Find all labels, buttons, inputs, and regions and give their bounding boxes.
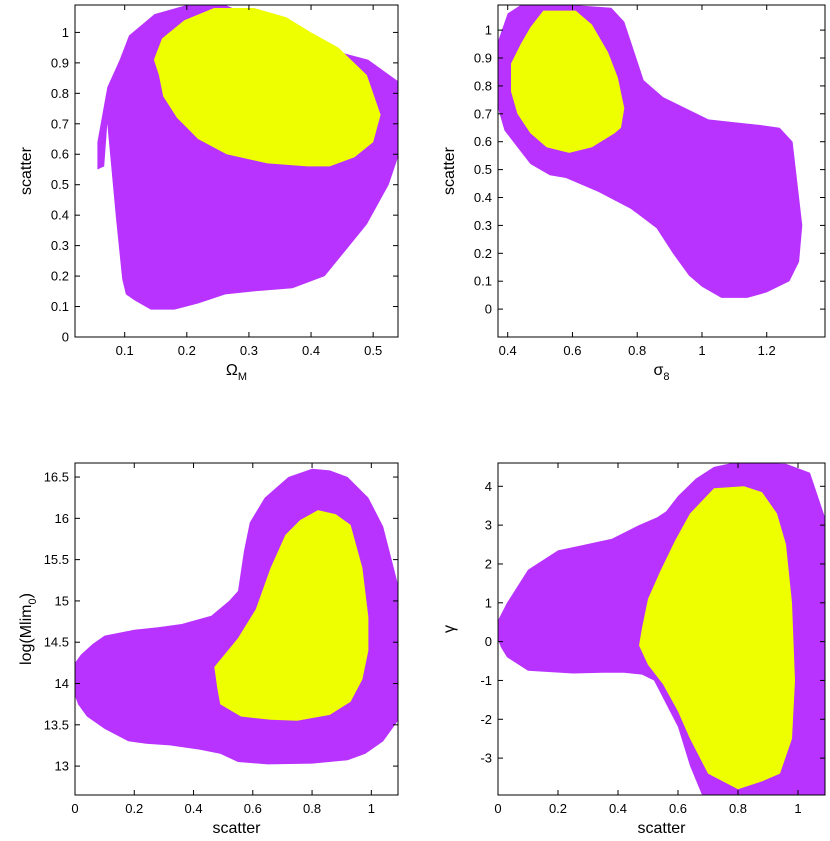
panel-1: 0.1 0.2 0.3 0.4 0.5 0 0.1 0.2 0.3 0.4 0.5 0.6 0.7 0.8… bbox=[18, 4, 399, 383]
x-tick-label: 0 bbox=[494, 801, 501, 816]
inner-contour-region bbox=[639, 486, 795, 790]
y-tick-label: 0.5 bbox=[51, 177, 69, 192]
y-tick-label: 13 bbox=[55, 759, 69, 774]
panel-4: 0 0.2 0.4 0.6 0.8 1 -3 -2 -1 0 1 2 3 4 scatter γ bbox=[441, 462, 826, 837]
y-tick-label: 14 bbox=[55, 676, 69, 691]
x-tick-label: 0.4 bbox=[302, 343, 320, 358]
panel-2: 0.4 0.6 0.8 1 1.2 0 0.1 0.2 0.3 0.4 0.5 0.6 0.7 0.8 0.… bbox=[441, 4, 826, 383]
y-tick-label: 0.5 bbox=[474, 162, 492, 177]
axes-frame bbox=[497, 462, 826, 796]
y-tick-label: 0.8 bbox=[51, 86, 69, 101]
y-tick-label: 0.3 bbox=[474, 218, 492, 233]
inner-contour-region bbox=[153, 8, 381, 167]
y-tick-label: 0.8 bbox=[474, 78, 492, 93]
y-tick-label: 0.2 bbox=[51, 269, 69, 284]
y-tick-label: 16.5 bbox=[44, 470, 69, 485]
inner-contour-region bbox=[214, 510, 369, 721]
y-tick-label: 13.5 bbox=[44, 717, 69, 732]
x-axis-label-main: σ bbox=[654, 362, 664, 379]
x-axis-label-main: Ω bbox=[226, 362, 238, 379]
x-axis-label: scatter bbox=[637, 820, 686, 837]
plot-area bbox=[498, 5, 803, 298]
x-tick-label: 1 bbox=[368, 801, 375, 816]
x-tick-label: 0 bbox=[71, 801, 78, 816]
x-tick-label: 0.8 bbox=[628, 343, 646, 358]
x-tick-label: 0.6 bbox=[563, 343, 581, 358]
x-axis-label: σ8 bbox=[654, 362, 670, 383]
x-tick-label: 0.4 bbox=[609, 801, 627, 816]
x-axis-label-main: scatter bbox=[637, 820, 686, 837]
x-tick-label: 0.4 bbox=[499, 343, 517, 358]
y-tick-label: 1 bbox=[485, 23, 492, 38]
y-tick-label: 3 bbox=[485, 518, 492, 533]
y-axis-label: γ bbox=[441, 625, 458, 633]
y-tick-label: 14.5 bbox=[44, 635, 69, 650]
y-tick-label: 4 bbox=[485, 479, 492, 494]
y-axis-label: scatter bbox=[18, 146, 35, 195]
y-tick-label: 0.1 bbox=[51, 299, 69, 314]
y-tick-label: 0.9 bbox=[474, 51, 492, 66]
x-tick-label: 0.8 bbox=[729, 801, 747, 816]
y-tick-label: 0 bbox=[485, 634, 492, 649]
x-tick-label: 1 bbox=[794, 801, 801, 816]
y-tick-label: 15 bbox=[55, 593, 69, 608]
x-tick-label: 0.4 bbox=[184, 801, 202, 816]
x-tick-label: 0.3 bbox=[240, 343, 258, 358]
plot-area bbox=[97, 5, 398, 310]
x-tick-label: 0.2 bbox=[549, 801, 567, 816]
y-tick-label: 0.4 bbox=[51, 208, 69, 223]
x-axis-label-subscript: M bbox=[238, 371, 247, 383]
plot-area bbox=[498, 463, 825, 795]
y-tick-label: 0.3 bbox=[51, 238, 69, 253]
y-axis-label-subscript: 0 bbox=[27, 598, 39, 604]
y-axis-label-tail: ) bbox=[18, 593, 35, 598]
x-tick-label: 0.6 bbox=[669, 801, 687, 816]
y-tick-label: 1 bbox=[62, 25, 69, 40]
plot-area bbox=[75, 468, 398, 765]
y-tick-label: -2 bbox=[480, 712, 492, 727]
y-tick-label: 1 bbox=[485, 595, 492, 610]
y-tick-label: 0 bbox=[62, 330, 69, 345]
x-tick-label: 1 bbox=[698, 343, 705, 358]
inner-contour-region bbox=[511, 10, 625, 153]
x-tick-label: 1.2 bbox=[758, 343, 776, 358]
y-axis-label-main: γ bbox=[441, 625, 458, 633]
y-tick-label: -3 bbox=[480, 751, 492, 766]
y-tick-label: 0.9 bbox=[51, 55, 69, 70]
y-axis-label-main: scatter bbox=[18, 146, 35, 195]
x-tick-label: 0.2 bbox=[125, 801, 143, 816]
y-axis-label: log(Mlim0) bbox=[18, 593, 39, 665]
y-tick-label: 2 bbox=[485, 556, 492, 571]
axes-frame bbox=[74, 4, 399, 338]
y-tick-label: 0.7 bbox=[474, 106, 492, 121]
x-axis-label: scatter bbox=[212, 820, 261, 837]
x-tick-label: 0.2 bbox=[178, 343, 196, 358]
x-tick-label: 0.6 bbox=[244, 801, 262, 816]
x-axis-label: ΩM bbox=[226, 362, 247, 383]
y-tick-label: 0.1 bbox=[474, 274, 492, 289]
y-tick-label: 0.6 bbox=[474, 134, 492, 149]
axes-frame bbox=[74, 462, 399, 796]
y-tick-label: 0.2 bbox=[474, 246, 492, 261]
x-tick-label: 0.8 bbox=[303, 801, 321, 816]
y-tick-label: 0.7 bbox=[51, 116, 69, 131]
y-axis-label: scatter bbox=[441, 146, 458, 195]
axes-frame bbox=[497, 4, 826, 338]
y-tick-label: 0.4 bbox=[474, 190, 492, 205]
x-tick-label: 0.1 bbox=[116, 343, 134, 358]
y-tick-label: -1 bbox=[480, 673, 492, 688]
x-axis-label-main: scatter bbox=[212, 820, 261, 837]
x-tick-label: 0.5 bbox=[364, 343, 382, 358]
y-tick-label: 0 bbox=[485, 302, 492, 317]
y-tick-label: 15.5 bbox=[44, 552, 69, 567]
x-axis-label-subscript: 8 bbox=[663, 371, 669, 383]
panel-3: 0 0.2 0.4 0.6 0.8 1 13 13.5 14 14.5 15 15.5 16 16.5 sc… bbox=[18, 462, 399, 837]
y-axis-label-main: log(Mlim bbox=[18, 605, 35, 665]
y-tick-label: 0.6 bbox=[51, 147, 69, 162]
y-tick-label: 16 bbox=[55, 511, 69, 526]
y-axis-label-main: scatter bbox=[441, 146, 458, 195]
